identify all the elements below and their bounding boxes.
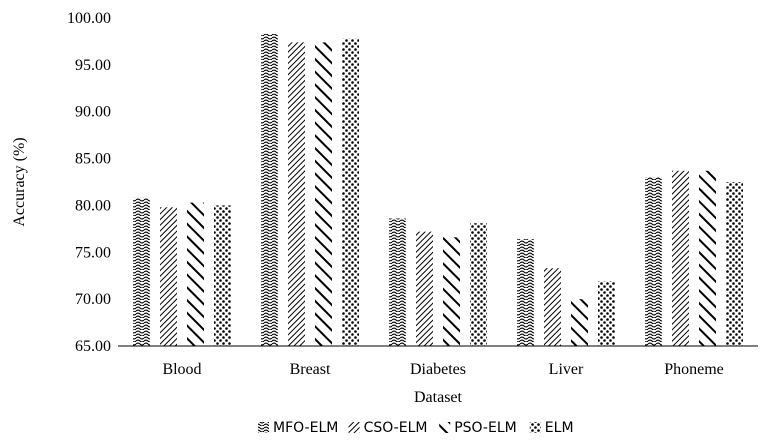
y-tick-label: 95.00: [75, 57, 111, 74]
legend-label: PSO-ELM: [454, 420, 517, 436]
bar-cso-elm-diabetes: [416, 231, 433, 346]
legend-swatch-cso-elm: [348, 422, 360, 433]
bar-cso-elm-liver: [544, 268, 561, 346]
svg-text:Accuracy (%): Accuracy (%): [11, 137, 28, 226]
bar-mfo-elm-liver: [517, 239, 534, 346]
x-tick-label: Phoneme: [664, 361, 724, 378]
legend-swatch-elm: [529, 422, 541, 433]
bar-mfo-elm-blood: [133, 197, 150, 346]
bar-cso-elm-blood: [160, 207, 177, 346]
bar-mfo-elm-diabetes: [389, 218, 406, 346]
x-tick-label: Breast: [290, 361, 331, 378]
bar-pso-elm-phoneme: [699, 170, 716, 346]
bar-elm-blood: [214, 205, 231, 346]
y-tick-label: 90.00: [75, 104, 111, 121]
x-tick-label: Diabetes: [410, 361, 466, 378]
bar-cso-elm-phoneme: [672, 170, 689, 346]
y-tick-label: 100.00: [67, 10, 111, 27]
bar-pso-elm-diabetes: [443, 237, 460, 346]
bar-elm-diabetes: [470, 223, 487, 346]
bar-pso-elm-liver: [571, 299, 588, 346]
legend-label: ELM: [545, 420, 574, 436]
legend-label: MFO-ELM: [273, 420, 338, 436]
legend: MFO-ELM CSO-ELM PSO-ELM ELM: [258, 420, 574, 436]
y-tick-label: 85.00: [75, 151, 111, 168]
bar-pso-elm-blood: [187, 202, 204, 346]
bar-elm-breast: [342, 38, 359, 347]
legend-swatch-pso-elm: [439, 422, 451, 433]
bar-mfo-elm-phoneme: [645, 177, 662, 346]
x-axis-title: Dataset: [414, 389, 463, 406]
legend-label: CSO-ELM: [364, 420, 428, 436]
bar-pso-elm-breast: [315, 42, 332, 346]
x-tick-label: Liver: [549, 361, 584, 378]
y-tick-label: 75.00: [75, 244, 111, 261]
x-tick-label: Blood: [162, 361, 201, 378]
y-axis-title: Accuracy (%): [11, 137, 28, 226]
bar-elm-phoneme: [726, 182, 743, 346]
y-tick-label: 70.00: [75, 291, 111, 308]
bar-cso-elm-breast: [288, 42, 305, 346]
y-tick-label: 65.00: [75, 338, 111, 355]
legend-swatch-mfo-elm: [258, 422, 269, 433]
bar-mfo-elm-breast: [261, 33, 278, 346]
bar-elm-liver: [598, 281, 615, 346]
y-tick-label: 80.00: [75, 197, 111, 214]
